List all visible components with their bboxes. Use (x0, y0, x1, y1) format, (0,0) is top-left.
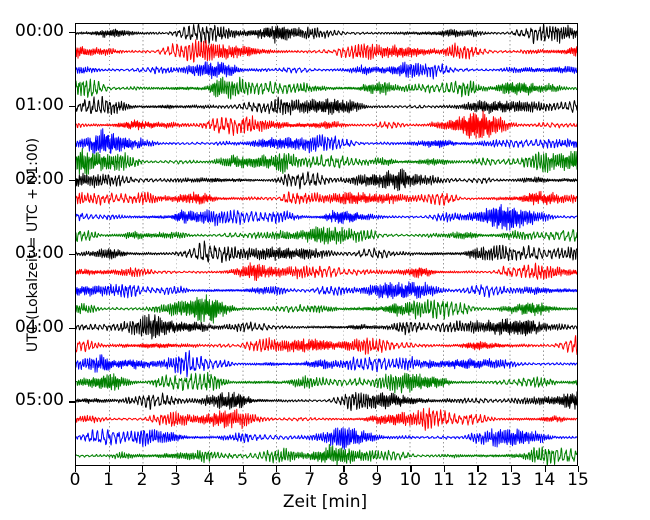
x-tick-mark (75, 466, 77, 472)
x-tick-label: 11 (433, 470, 455, 490)
x-tick-mark (376, 466, 379, 472)
x-tick-mark (242, 466, 244, 472)
x-tick-mark (578, 466, 580, 472)
x-tick-mark (209, 466, 211, 472)
x-tick-label: 12 (466, 470, 489, 490)
x-tick-mark (309, 466, 311, 472)
x-axis-label: Zeit [min] (282, 492, 368, 512)
x-tick-mark (276, 466, 278, 472)
x-tick-mark (175, 466, 177, 472)
x-tick-mark (343, 466, 345, 472)
x-tick-label: 15 (567, 470, 589, 490)
y-tick-mark (69, 401, 75, 403)
y-tick-label: 04:00 (15, 316, 64, 337)
x-tick-label: 4 (203, 470, 215, 490)
x-tick-label: 3 (170, 470, 181, 490)
x-tick-mark (477, 466, 479, 472)
x-tick-label: 10 (399, 470, 422, 490)
x-tick-label: 7 (304, 470, 316, 490)
y-tick-mark (69, 32, 75, 34)
plot-area (75, 23, 578, 466)
x-tick-mark (510, 466, 513, 472)
x-tick-label: 5 (237, 470, 249, 490)
x-tick-label: 8 (337, 470, 349, 490)
grid-lines (108, 24, 545, 465)
x-tick-mark (410, 466, 412, 472)
x-tick-mark (108, 466, 110, 472)
y-tick-label: 00:00 (15, 21, 64, 42)
x-tick-label: 14 (533, 470, 556, 490)
y-tick-mark (69, 327, 75, 329)
y-tick-label: 02:00 (15, 168, 64, 189)
x-tick-label: 13 (500, 470, 522, 490)
y-tick-mark (69, 179, 75, 182)
x-tick-label: 6 (270, 470, 282, 490)
y-tick-label: 05:00 (15, 390, 64, 411)
trace-lines (76, 24, 577, 465)
x-tick-mark (544, 466, 546, 472)
y-tick-mark (69, 106, 75, 108)
x-tick-mark (443, 466, 446, 472)
x-tick-mark (142, 466, 144, 472)
y-tick-label: 01:00 (15, 95, 64, 116)
x-tick-label: 1 (103, 470, 114, 490)
y-tick-label: 03:00 (15, 242, 64, 263)
x-tick-label: 9 (371, 470, 383, 490)
y-tick-mark (69, 253, 75, 255)
x-tick-label: 2 (136, 470, 148, 490)
x-tick-label: 0 (69, 470, 81, 490)
